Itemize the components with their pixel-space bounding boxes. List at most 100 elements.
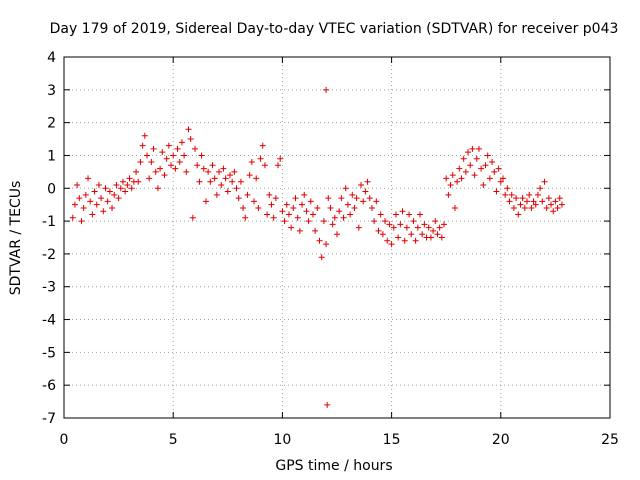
data-point bbox=[548, 201, 555, 208]
data-point bbox=[133, 168, 140, 175]
data-point bbox=[392, 211, 399, 218]
data-point bbox=[456, 165, 463, 172]
data-point bbox=[139, 142, 146, 149]
data-point bbox=[382, 218, 389, 225]
data-point bbox=[218, 181, 225, 188]
data-point bbox=[475, 145, 482, 152]
data-point bbox=[98, 195, 105, 202]
data-point bbox=[80, 204, 87, 211]
data-point bbox=[220, 165, 227, 172]
data-point bbox=[270, 214, 277, 221]
data-point bbox=[517, 201, 524, 208]
data-point bbox=[200, 165, 207, 172]
data-point bbox=[294, 214, 301, 221]
data-point bbox=[558, 201, 565, 208]
y-tick-label: -6 bbox=[42, 378, 56, 394]
y-tick-label: 4 bbox=[47, 50, 56, 66]
x-tick-label: 20 bbox=[492, 432, 510, 448]
data-point bbox=[438, 234, 445, 241]
data-point bbox=[100, 208, 107, 215]
data-point bbox=[331, 214, 338, 221]
data-point bbox=[342, 185, 349, 192]
data-point bbox=[366, 195, 373, 202]
data-point bbox=[347, 211, 354, 218]
data-point bbox=[257, 155, 264, 162]
data-point bbox=[117, 185, 124, 192]
data-point bbox=[102, 185, 109, 192]
data-point bbox=[421, 221, 428, 228]
data-point bbox=[183, 168, 190, 175]
data-point bbox=[388, 241, 395, 248]
data-point bbox=[150, 145, 157, 152]
data-point bbox=[146, 175, 153, 182]
data-point bbox=[290, 204, 297, 211]
data-point bbox=[371, 218, 378, 225]
data-point bbox=[272, 195, 279, 202]
data-point bbox=[255, 204, 262, 211]
data-point bbox=[122, 188, 129, 195]
data-point bbox=[224, 188, 231, 195]
data-point bbox=[198, 152, 205, 159]
data-point bbox=[403, 224, 410, 231]
data-point bbox=[248, 159, 255, 166]
data-point bbox=[324, 401, 331, 408]
data-point bbox=[515, 211, 522, 218]
data-point bbox=[379, 231, 386, 238]
data-point bbox=[74, 181, 81, 188]
data-point bbox=[508, 191, 515, 198]
data-point bbox=[231, 168, 238, 175]
data-point bbox=[237, 178, 244, 185]
data-point bbox=[264, 211, 271, 218]
data-point bbox=[209, 162, 216, 169]
data-point bbox=[334, 231, 340, 238]
data-point bbox=[309, 211, 316, 218]
data-point bbox=[76, 195, 83, 202]
data-point bbox=[196, 178, 203, 185]
y-tick-label: 2 bbox=[47, 116, 56, 132]
data-point bbox=[419, 231, 426, 238]
data-point bbox=[154, 185, 161, 192]
data-point bbox=[303, 208, 310, 215]
data-point bbox=[556, 195, 563, 202]
x-tick-label: 0 bbox=[60, 432, 69, 448]
data-point bbox=[292, 195, 299, 202]
x-tick-label: 5 bbox=[169, 432, 178, 448]
data-point bbox=[377, 211, 384, 218]
data-point bbox=[373, 198, 380, 205]
data-point bbox=[301, 191, 308, 198]
data-point bbox=[283, 201, 290, 208]
data-point bbox=[314, 204, 321, 211]
data-point bbox=[451, 204, 458, 211]
data-point bbox=[532, 201, 539, 208]
data-point bbox=[462, 168, 469, 175]
data-point bbox=[545, 195, 552, 202]
data-point bbox=[229, 178, 236, 185]
y-tick-label: 0 bbox=[47, 181, 56, 197]
data-point bbox=[89, 211, 96, 218]
data-point bbox=[401, 237, 408, 244]
data-point bbox=[499, 175, 506, 182]
data-point bbox=[384, 237, 391, 244]
data-point bbox=[111, 191, 118, 198]
data-point bbox=[320, 218, 327, 225]
data-point bbox=[296, 227, 303, 234]
data-point bbox=[277, 155, 284, 162]
data-point bbox=[161, 172, 168, 179]
data-point bbox=[353, 195, 360, 202]
data-point bbox=[441, 221, 448, 228]
x-axis-label: GPS time / hours bbox=[275, 458, 392, 474]
data-point bbox=[482, 162, 489, 169]
data-point bbox=[397, 221, 404, 228]
data-point bbox=[412, 237, 419, 244]
data-point bbox=[469, 145, 476, 152]
data-point bbox=[148, 159, 155, 166]
y-tick-label: -3 bbox=[42, 280, 56, 296]
data-point bbox=[434, 231, 441, 238]
data-point bbox=[526, 191, 533, 198]
data-point bbox=[471, 172, 478, 179]
data-point bbox=[554, 204, 561, 211]
data-point bbox=[279, 208, 286, 215]
y-tick-label: -5 bbox=[42, 345, 56, 361]
data-point bbox=[364, 178, 371, 185]
data-point bbox=[261, 162, 268, 169]
